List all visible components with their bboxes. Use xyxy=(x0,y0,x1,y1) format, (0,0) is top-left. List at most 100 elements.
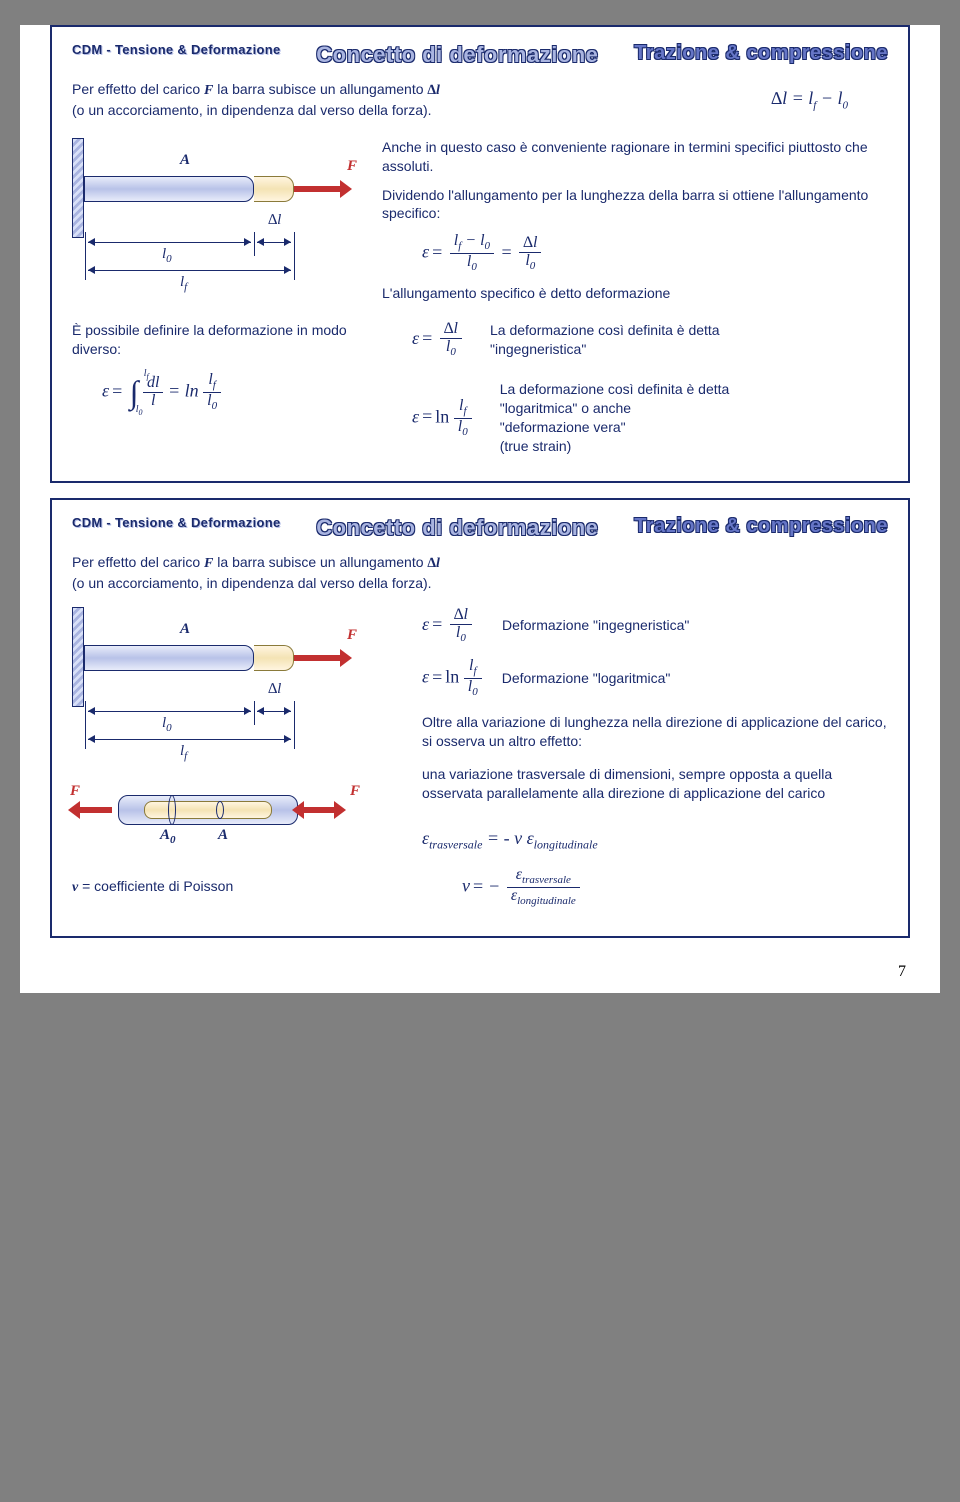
label-A0: A0 xyxy=(160,827,176,846)
inner-bar xyxy=(144,801,272,819)
desc-eng: La deformazione così definita è detta "i… xyxy=(490,321,770,359)
t: − xyxy=(486,876,502,896)
bar-extended xyxy=(254,176,294,202)
t: 0 xyxy=(166,253,172,265)
label-A: A xyxy=(180,152,190,169)
t: la barra subisce un allungamento xyxy=(213,554,427,570)
bar-extended xyxy=(254,645,294,671)
t: = xyxy=(419,406,435,426)
t: ln xyxy=(445,667,459,687)
text-l1: È possibile definire la deformazione in … xyxy=(72,321,372,359)
t: f xyxy=(213,380,216,392)
eq-poisson-2: ν=− εtrasversale εlongitudinale xyxy=(462,867,888,907)
label-lf: lf xyxy=(180,743,187,762)
t: = xyxy=(109,381,125,401)
t: 0 xyxy=(450,346,456,358)
label-dl: ∆l xyxy=(268,212,281,229)
t: ∆l xyxy=(427,556,439,571)
t: ε xyxy=(527,828,534,848)
right-bottom: ε= ∆ll0 La deformazione così definita è … xyxy=(412,321,888,456)
cap-A0 xyxy=(168,795,176,825)
t: = xyxy=(429,667,445,687)
label-l0: l0 xyxy=(162,246,172,265)
t: 0 xyxy=(462,426,468,438)
force-arrow-icon xyxy=(294,655,342,661)
tick xyxy=(294,232,295,280)
t: Per effetto del carico xyxy=(72,81,204,97)
dim-dl xyxy=(257,711,291,712)
dim-dl xyxy=(257,242,291,243)
header-center: Concetto di deformazione xyxy=(316,42,598,68)
t: "deformazione vera" xyxy=(500,419,626,435)
wall xyxy=(72,607,84,707)
t: − l xyxy=(816,88,842,108)
t: (o un accorciamento, in dipendenza dal v… xyxy=(72,575,432,591)
tick xyxy=(294,701,295,749)
t: 0 xyxy=(472,686,478,698)
label-dl: ∆l xyxy=(268,681,281,698)
t: f xyxy=(473,666,476,678)
t: 0 xyxy=(460,632,466,644)
tick xyxy=(85,701,86,749)
t: (o un accorciamento, in dipendenza dal v… xyxy=(72,102,432,118)
t: l xyxy=(143,393,163,410)
t: ∆l xyxy=(450,607,472,625)
t: (true strain) xyxy=(500,438,572,454)
t: ∆l xyxy=(440,321,462,339)
t: longitudinale xyxy=(517,895,576,907)
t: 0 xyxy=(170,834,176,846)
slide-2: CDM - Tensione & Deformazione Concetto d… xyxy=(50,498,910,938)
t: = coefficiente di Poisson xyxy=(78,878,233,894)
dim-lf xyxy=(88,270,291,271)
intro-text-2: Per effetto del carico F la barra subisc… xyxy=(72,553,592,593)
desc-log-2: Deformazione "logaritmica" xyxy=(502,669,671,688)
t: f xyxy=(184,281,187,293)
dim-l0 xyxy=(88,242,251,243)
t: ∆l xyxy=(268,681,281,697)
t: 0 xyxy=(212,400,218,412)
force-left-icon xyxy=(78,807,112,813)
right-column: Anche in questo caso è conveniente ragio… xyxy=(382,138,888,303)
eq-integral: ε= ∫ lf l0 dll = ln lfl0 xyxy=(102,372,372,412)
intro-text: Per effetto del carico F la barra subisc… xyxy=(72,80,440,120)
page: CDM - Tensione & Deformazione Concetto d… xyxy=(20,25,940,993)
t: = xyxy=(429,614,445,634)
text-r2: Dividendo l'allungamento per la lunghezz… xyxy=(382,186,888,224)
label-F: F xyxy=(347,627,357,644)
eq-eps-eng: ε= ∆ll0 xyxy=(412,321,462,359)
label-l0: l0 xyxy=(162,715,172,734)
t: 0 xyxy=(485,241,491,253)
t: trasversale xyxy=(429,838,482,852)
t: longitudinale xyxy=(534,838,598,852)
header-left: CDM - Tensione & Deformazione xyxy=(72,515,281,530)
label-F: F xyxy=(347,158,357,175)
t: ν xyxy=(462,876,470,896)
text-r4: una variazione trasversale di dimensioni… xyxy=(422,765,888,803)
eq-poisson-1: εtrasversale = - ν εlongitudinale xyxy=(422,826,888,853)
text-r1: Anche in questo caso è conveniente ragio… xyxy=(382,138,888,176)
t: 0 xyxy=(471,261,477,273)
t: ∆l xyxy=(519,235,541,253)
t: − l xyxy=(461,232,484,249)
bar-original xyxy=(84,176,254,202)
text-r3: L'allungamento specifico è detto deforma… xyxy=(382,284,888,303)
label-F: F xyxy=(350,783,360,800)
eq-eps-eng-2: ε= ∆ll0 xyxy=(422,607,472,645)
header-right: Trazione & compressione xyxy=(634,42,888,65)
t: trasversale xyxy=(522,874,571,886)
bar-original xyxy=(84,645,254,671)
t: ln xyxy=(435,406,449,426)
page-number: 7 xyxy=(898,963,906,981)
t: ∆l = l xyxy=(771,88,813,108)
wall xyxy=(72,138,84,238)
t: f xyxy=(147,372,149,381)
dim-lf xyxy=(88,739,291,740)
dim-l0 xyxy=(88,711,251,712)
t: 0 xyxy=(530,260,536,272)
t: Per effetto del carico xyxy=(72,554,204,570)
t: = xyxy=(499,242,515,262)
tick xyxy=(254,232,255,256)
t: ∆l xyxy=(268,212,281,228)
left-bottom: È possibile definire la deformazione in … xyxy=(72,321,372,413)
label-F: F xyxy=(70,783,80,800)
